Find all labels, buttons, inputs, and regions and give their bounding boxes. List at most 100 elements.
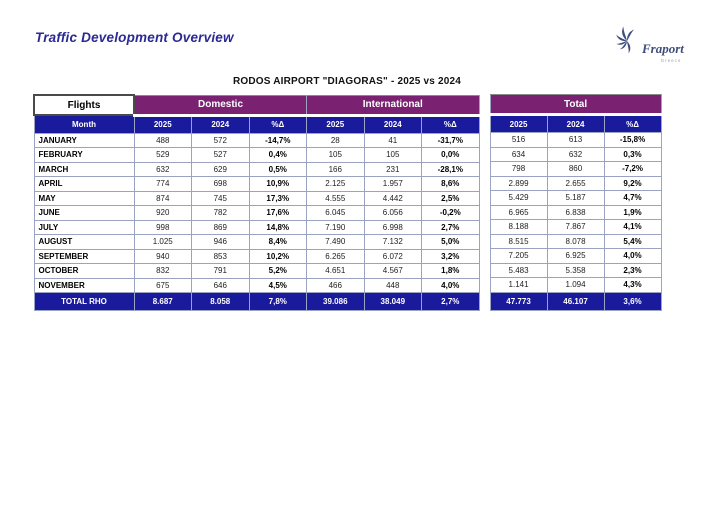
value-cell: 4.555 [306, 190, 365, 206]
fraport-logo: Fraport Greece [608, 22, 700, 70]
table-caption: RODOS AIRPORT "DIAGORAS" - 2025 vs 2024 [232, 76, 462, 87]
tables-area: RODOS AIRPORT "DIAGORAS" - 2025 vs 2024 … [33, 76, 662, 311]
col-header-2025: 2025 [133, 114, 192, 134]
delta-cell: 5,2% [248, 263, 308, 279]
value-cell: 7.867 [546, 219, 605, 235]
table-row: NOVEMBER 675 646 4,5% 466 448 4,0% [33, 277, 480, 293]
group-header-row: Total [489, 94, 662, 116]
delta-cell: 1,8% [421, 263, 480, 279]
value-cell: 860 [546, 161, 605, 177]
table-row: JULY 998 869 14,8% 7.190 6.998 2,7% [33, 219, 480, 235]
table-row: 516 613 -15,8% [489, 132, 662, 148]
value-cell: 6.925 [546, 248, 605, 264]
value-cell: 448 [363, 277, 423, 293]
value-cell: 675 [133, 277, 192, 293]
col-header-2024: 2024 [546, 114, 605, 133]
table-row: 8.515 8.078 5,4% [489, 233, 662, 249]
month-cell: MAY [33, 190, 135, 206]
value-cell: 8.515 [489, 233, 548, 249]
value-cell: 2.125 [306, 176, 365, 192]
total-row: 47.773 46.107 3,6% [489, 291, 662, 311]
delta-cell: 5,0% [421, 234, 480, 250]
col-header-delta: %Δ [421, 114, 480, 134]
group-header-row: Flights Domestic International [33, 94, 480, 117]
month-cell: AUGUST [33, 234, 135, 250]
col-header-2024: 2024 [363, 114, 423, 134]
value-cell: 529 [133, 147, 192, 163]
col-header-delta: %Δ [248, 114, 308, 134]
value-cell: 1.141 [489, 277, 548, 293]
delta-cell: 4,0% [603, 248, 662, 264]
value-cell: 6.045 [306, 205, 365, 221]
table-row: AUGUST 1.025 946 8,4% 7.490 7.132 5,0% [33, 234, 480, 250]
month-cell: JANUARY [33, 132, 135, 148]
table-row: APRIL 774 698 10,9% 2.125 1.957 8,6% [33, 176, 480, 192]
delta-cell: 2,3% [603, 262, 662, 278]
table-row: JANUARY 488 572 -14,7% 28 41 -31,7% [33, 132, 480, 148]
month-cell: APRIL [33, 176, 135, 192]
value-cell: 6.965 [489, 204, 548, 220]
table-row: SEPTEMBER 940 853 10,2% 6.265 6.072 3,2% [33, 248, 480, 264]
delta-cell: 3,2% [421, 248, 480, 264]
value-cell: 7.190 [306, 219, 365, 235]
value-cell: 4.567 [363, 263, 423, 279]
value-cell: 1.957 [363, 176, 423, 192]
table-row: FEBRUARY 529 527 0,4% 105 105 0,0% [33, 147, 480, 163]
delta-cell: 8,4% [248, 234, 308, 250]
table-row: 8.188 7.867 4,1% [489, 219, 662, 235]
value-cell: 853 [191, 248, 250, 264]
value-cell: 632 [546, 146, 605, 162]
value-cell: 41 [363, 132, 423, 148]
fraport-sub-label: Greece [660, 58, 682, 63]
delta-cell: -31,7% [421, 132, 480, 148]
col-header-2025: 2025 [306, 114, 365, 134]
page-title: Traffic Development Overview [35, 30, 234, 45]
fraport-wordmark: Fraport [642, 41, 684, 56]
value-cell: 5.483 [489, 262, 548, 278]
value-cell: 629 [191, 161, 250, 177]
delta-cell: 4,5% [248, 277, 308, 293]
value-cell: 632 [133, 161, 192, 177]
value-cell: 28 [306, 132, 365, 148]
total-value-cell: 38.049 [363, 292, 423, 311]
value-cell: 8.078 [546, 233, 605, 249]
total-row: TOTAL RHO 8.687 8.058 7,8% 39.086 38.049… [33, 292, 480, 311]
value-cell: 488 [133, 132, 192, 148]
value-cell: 791 [191, 263, 250, 279]
col-header-month: Month [33, 114, 135, 134]
delta-cell: 4,0% [421, 277, 480, 293]
value-cell: 4.442 [363, 190, 423, 206]
delta-cell: 2,5% [421, 190, 480, 206]
month-cell: SEPTEMBER [33, 248, 135, 264]
value-cell: 613 [546, 132, 605, 148]
total-value-cell: 7,8% [248, 292, 308, 311]
total-value-cell: 39.086 [306, 292, 365, 311]
month-cell: NOVEMBER [33, 277, 135, 293]
delta-cell: 0,0% [421, 147, 480, 163]
delta-cell: 10,9% [248, 176, 308, 192]
group-header-domestic: Domestic [133, 94, 308, 117]
col-header-2025: 2025 [489, 114, 548, 133]
table-row: MARCH 632 629 0,5% 166 231 -28,1% [33, 161, 480, 177]
value-cell: 774 [133, 176, 192, 192]
value-cell: 782 [191, 205, 250, 221]
delta-cell: -28,1% [421, 161, 480, 177]
value-cell: 1.025 [133, 234, 192, 250]
delta-cell: -0,2% [421, 205, 480, 221]
delta-cell: 4,1% [603, 219, 662, 235]
fraport-star-icon [608, 22, 648, 63]
value-cell: 745 [191, 190, 250, 206]
column-header-row: 2025 2024 %Δ [489, 114, 662, 133]
value-cell: 166 [306, 161, 365, 177]
value-cell: 527 [191, 147, 250, 163]
table-row: 1.141 1.094 4,3% [489, 277, 662, 293]
group-header-total: Total [489, 94, 662, 116]
delta-cell: 2,7% [421, 219, 480, 235]
value-cell: 6.056 [363, 205, 423, 221]
delta-cell: 17,3% [248, 190, 308, 206]
month-cell: MARCH [33, 161, 135, 177]
table-row: 5.483 5.358 2,3% [489, 262, 662, 278]
table-row: JUNE 920 782 17,6% 6.045 6.056 -0,2% [33, 205, 480, 221]
delta-cell: 14,8% [248, 219, 308, 235]
